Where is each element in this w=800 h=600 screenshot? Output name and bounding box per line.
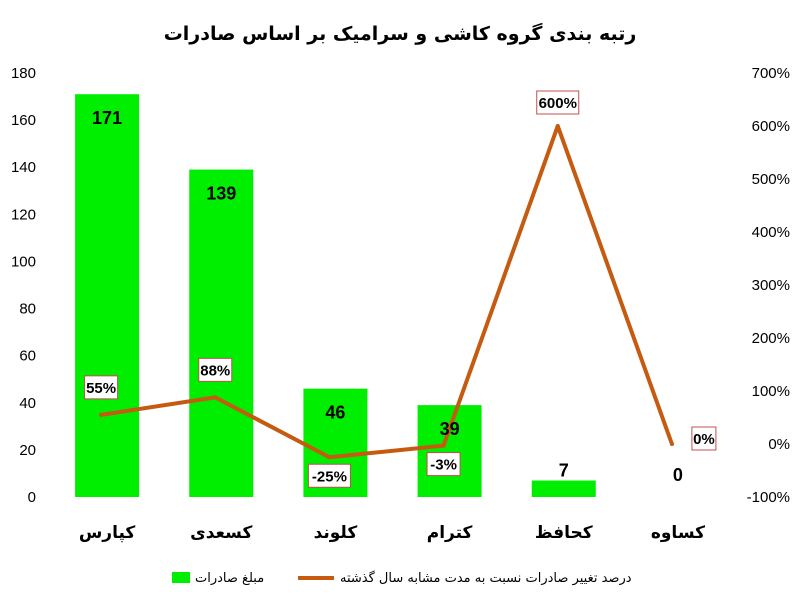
line-point xyxy=(213,395,218,400)
left-axis-tick-label: 120 xyxy=(11,206,36,223)
line-point xyxy=(99,412,104,417)
right-axis-tick-label: 0% xyxy=(768,436,790,453)
line-data-labels: 55% 88% -25% -3% 600% 0% xyxy=(84,90,717,488)
bar-data-label: 139 xyxy=(206,184,236,204)
category-label: کترام xyxy=(427,523,473,543)
line-series xyxy=(99,124,674,460)
line-point xyxy=(327,455,332,460)
line-point xyxy=(555,124,560,128)
line-data-label-box xyxy=(198,357,233,382)
bar xyxy=(417,405,482,497)
right-axis: -100% 0% 100% 200% 300% 400% 500% 600% 700% xyxy=(747,65,790,506)
right-axis-tick-label: 400% xyxy=(752,224,790,241)
right-axis-tick-label: 100% xyxy=(752,383,790,400)
bar xyxy=(75,94,140,497)
line-data-label-box xyxy=(426,452,461,477)
category-label: کپارس xyxy=(79,523,136,543)
legend-bar-label: مبلغ صادرات xyxy=(195,571,264,586)
line-data-label-box xyxy=(691,426,717,451)
left-axis-tick-label: 40 xyxy=(19,395,36,412)
bar-data-labels: 171 139 46 39 7 0 xyxy=(92,108,683,485)
right-axis-tick-label: 500% xyxy=(752,171,790,188)
line-path xyxy=(99,124,674,460)
line-point xyxy=(669,442,674,446)
category-label: کحافظ xyxy=(535,523,593,543)
legend-bar-swatch xyxy=(172,572,190,583)
line-data-label: -25% xyxy=(312,468,347,485)
line-data-label: -3% xyxy=(430,457,457,474)
right-axis-tick-label: 600% xyxy=(752,118,790,135)
category-axis: کپارس کسعدی کلوند کترام کحافظ کساوه xyxy=(79,523,705,543)
right-axis-tick-label: -100% xyxy=(747,489,790,506)
left-axis: 0 20 40 60 80 100 120 140 160 180 xyxy=(11,65,36,506)
bar xyxy=(189,169,254,498)
legend-line-label: درصد تغییر صادرات نسبت به مدت مشابه سال … xyxy=(340,570,632,586)
line-data-label: 55% xyxy=(86,380,116,397)
left-axis-tick-label: 80 xyxy=(19,301,36,318)
legend: مبلغ صادرات درصد تغییر صادرات نسبت به مدت… xyxy=(172,570,632,586)
line-data-label: 600% xyxy=(539,95,577,112)
right-axis-tick-label: 700% xyxy=(752,65,790,82)
bar-data-label: 7 xyxy=(559,461,569,481)
line-data-label-box xyxy=(536,90,580,115)
category-label: کلوند xyxy=(314,523,358,543)
line-data-label: 88% xyxy=(200,362,230,379)
bar-data-label: 46 xyxy=(325,403,345,423)
right-axis-tick-label: 300% xyxy=(752,277,790,294)
left-axis-tick-label: 100 xyxy=(11,253,36,270)
category-label: کسعدی xyxy=(190,523,252,543)
left-axis-tick-label: 160 xyxy=(11,112,36,129)
category-label: کساوه xyxy=(651,523,705,543)
left-axis-tick-label: 60 xyxy=(19,348,36,365)
bar-series xyxy=(75,94,596,498)
left-axis-tick-label: 140 xyxy=(11,159,36,176)
line-data-label: 0% xyxy=(693,431,715,448)
right-axis-tick-label: 200% xyxy=(752,330,790,347)
left-axis-tick-label: 180 xyxy=(11,65,36,82)
left-axis-tick-label: 20 xyxy=(19,442,36,459)
bar-data-label: 39 xyxy=(440,419,460,439)
bar-data-label: 171 xyxy=(92,108,122,128)
chart-title: رتبه بندی گروه کاشی و سرامیک بر اساس صاد… xyxy=(164,22,637,45)
left-axis-tick-label: 0 xyxy=(28,489,36,506)
line-data-label-box xyxy=(307,463,351,488)
bar xyxy=(531,480,596,497)
line-data-label-box xyxy=(84,375,119,400)
bar-data-label: 0 xyxy=(673,465,683,485)
line-point xyxy=(441,443,446,448)
